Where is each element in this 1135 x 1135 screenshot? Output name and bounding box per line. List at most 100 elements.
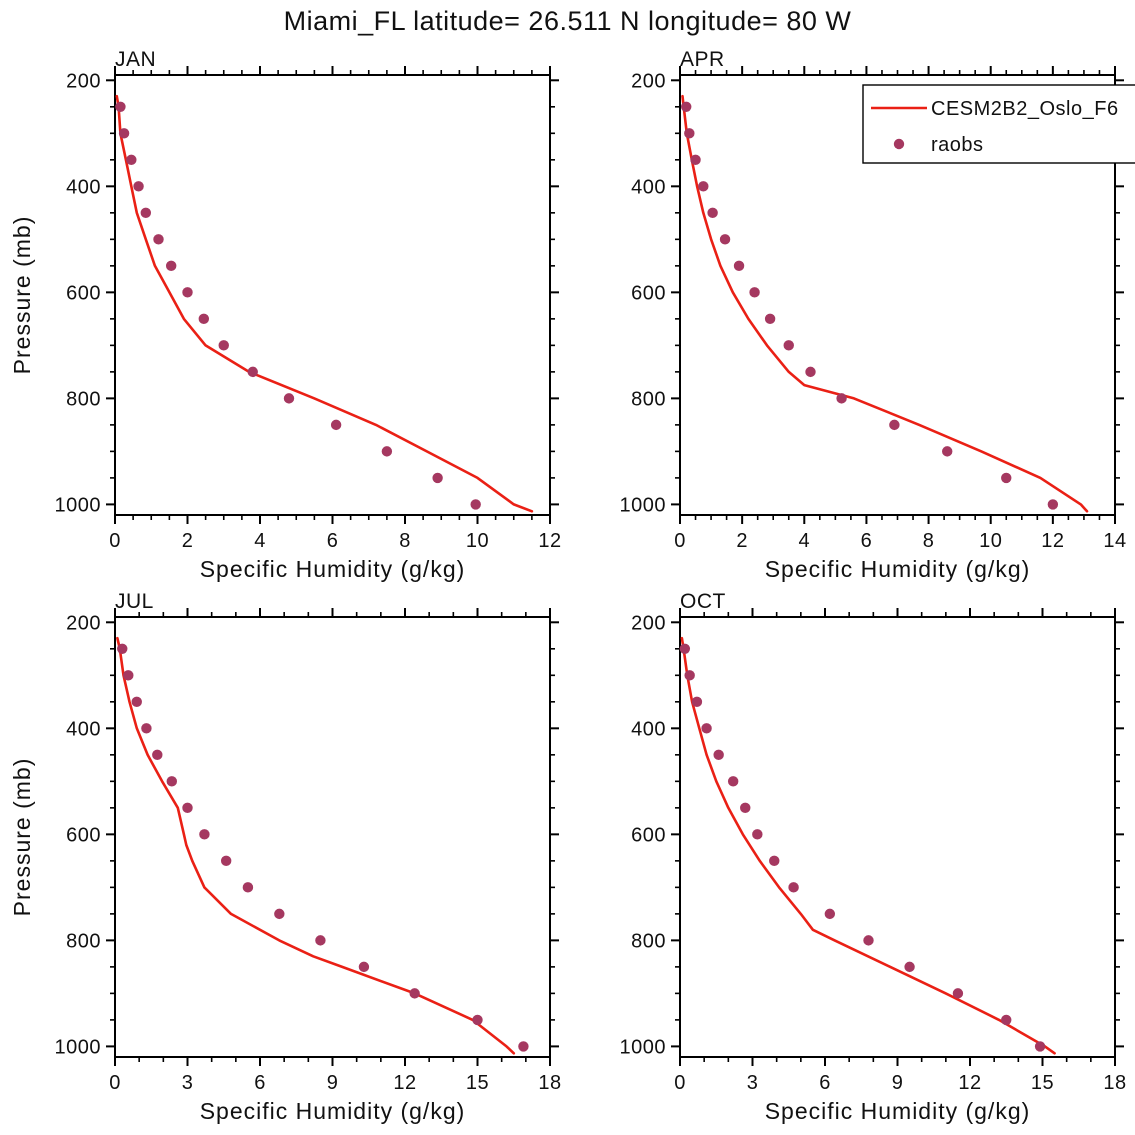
- x-tick-label: 12: [393, 1072, 416, 1094]
- x-tick-label: 15: [1031, 1072, 1054, 1094]
- raobs-point: [141, 723, 152, 734]
- x-tick-label: 4: [798, 530, 810, 552]
- raobs-point: [904, 961, 915, 973]
- raobs-point: [783, 340, 794, 351]
- y-tick-label: 800: [631, 930, 666, 952]
- raobs-point: [707, 207, 718, 219]
- raobs-point: [153, 234, 164, 245]
- raobs-point: [713, 749, 724, 761]
- raobs-point: [470, 499, 481, 510]
- raobs-point: [518, 1041, 529, 1052]
- raobs-point: [117, 643, 128, 655]
- x-tick-label: 14: [1103, 530, 1126, 552]
- x-tick-label: 2: [182, 530, 194, 552]
- raobs-point: [198, 313, 210, 325]
- x-tick-label: 8: [399, 530, 411, 552]
- x-tick-label: 0: [109, 530, 121, 552]
- raobs-point: [749, 287, 760, 298]
- legend-marker-sample: [893, 138, 905, 150]
- x-tick-label: 6: [327, 530, 339, 552]
- y-tick-label: 1000: [55, 494, 102, 516]
- y-axis-title: Pressure (mb): [9, 758, 35, 917]
- raobs-point: [274, 908, 285, 920]
- raobs-point: [381, 446, 393, 457]
- model-line: [116, 636, 516, 1055]
- raobs-point: [133, 181, 144, 192]
- x-tick-label: 4: [254, 530, 266, 552]
- raobs-point: [727, 776, 739, 787]
- y-tick-label: 1000: [620, 1036, 667, 1058]
- y-tick-label: 800: [66, 388, 101, 410]
- panel-oct: 0 3 6 9 12 15 18 200 400 600 800 1000 OCT Specific Hu…: [620, 592, 1127, 1124]
- legend-box: [862, 84, 1135, 164]
- raobs-point: [199, 829, 210, 840]
- raobs-point: [123, 670, 134, 681]
- raobs-point: [752, 829, 763, 840]
- y-tick-label: 400: [631, 176, 666, 198]
- y-tick-label: 400: [66, 718, 101, 740]
- x-tick-label: 12: [538, 530, 561, 552]
- raobs-point: [409, 988, 420, 999]
- raobs-point: [719, 234, 731, 245]
- raobs-point: [836, 393, 847, 404]
- y-tick-label: 600: [66, 282, 101, 304]
- panel-apr: 0 2 4 6 8 10 12 14 200 400 600 800 1000 APR Specific H…: [620, 50, 1135, 582]
- raobs-point: [165, 260, 177, 272]
- x-tick-label: 12: [1041, 530, 1064, 552]
- y-tick-label: 400: [631, 718, 666, 740]
- raobs-point: [140, 207, 152, 219]
- x-tick-label: 18: [1103, 1072, 1126, 1094]
- x-tick-label: 9: [892, 1072, 904, 1094]
- raobs-point: [1047, 499, 1059, 510]
- y-tick-label: 800: [631, 388, 666, 410]
- model-line: [680, 636, 1056, 1055]
- raobs-point: [131, 696, 142, 708]
- x-tick-label: 9: [327, 1072, 339, 1094]
- raobs-point: [152, 749, 163, 761]
- x-tick-label: 8: [923, 530, 935, 552]
- y-tick-label: 200: [631, 612, 666, 634]
- x-axis-title: Specific Humidity (g/kg): [200, 1098, 466, 1124]
- x-tick-label: 3: [747, 1072, 759, 1094]
- x-tick-label: 6: [254, 1072, 266, 1094]
- raobs-point: [432, 472, 443, 484]
- raobs-point: [1034, 1041, 1046, 1052]
- raobs-point: [824, 908, 836, 920]
- raobs-point: [684, 128, 695, 139]
- panel-month-label: APR: [680, 50, 725, 71]
- raobs-point: [118, 128, 130, 139]
- x-tick-label: 3: [182, 1072, 194, 1094]
- panel-month-label: JAN: [115, 50, 156, 71]
- plot-box: [114, 74, 551, 516]
- raobs-point: [788, 882, 799, 893]
- raobs-point: [769, 855, 780, 867]
- plot-box: [114, 616, 551, 1058]
- raobs-point: [1001, 1014, 1012, 1026]
- raobs-point: [863, 935, 874, 946]
- y-tick-label: 400: [66, 176, 101, 198]
- x-tick-label: 10: [979, 530, 1002, 552]
- x-axis-title: Specific Humidity (g/kg): [765, 1098, 1031, 1124]
- raobs-point: [182, 287, 193, 298]
- x-tick-label: 12: [958, 1072, 981, 1094]
- figure-title: Miami_FL latitude= 26.511 N longitude= 8…: [283, 6, 852, 36]
- raobs-point: [315, 935, 326, 946]
- raobs-point: [115, 101, 126, 113]
- raobs-point: [679, 643, 691, 655]
- x-tick-label: 10: [466, 530, 489, 552]
- y-tick-label: 800: [66, 930, 101, 952]
- x-axis-title: Specific Humidity (g/kg): [765, 556, 1031, 582]
- raobs-point: [691, 696, 703, 708]
- raobs-point: [166, 776, 177, 787]
- x-tick-label: 0: [674, 1072, 686, 1094]
- panel-jul: 0 3 6 9 12 15 18 200 400 600 800 1000 JUL Specific Hu…: [9, 592, 561, 1124]
- x-tick-label: 15: [466, 1072, 489, 1094]
- y-tick-label: 600: [631, 282, 666, 304]
- raobs-point: [805, 366, 816, 378]
- raobs-point: [889, 419, 900, 431]
- x-tick-label: 6: [861, 530, 873, 552]
- raobs-point: [126, 154, 137, 166]
- x-tick-label: 0: [109, 1072, 121, 1094]
- panel-month-label: JUL: [115, 592, 154, 613]
